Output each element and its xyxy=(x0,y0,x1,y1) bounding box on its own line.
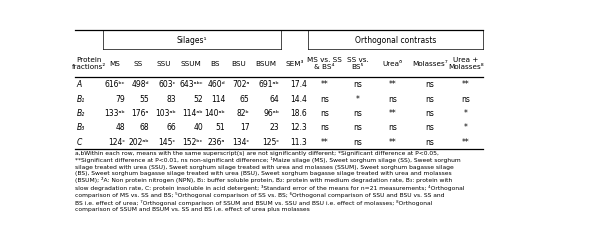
Text: 12.3: 12.3 xyxy=(290,123,307,132)
Text: ns: ns xyxy=(320,123,329,132)
Text: 23: 23 xyxy=(269,123,279,132)
Text: Silages¹: Silages¹ xyxy=(176,36,207,45)
Text: B₂: B₂ xyxy=(77,109,85,118)
Text: ns: ns xyxy=(461,94,470,103)
Text: 140ᵃᵇ: 140ᵃᵇ xyxy=(205,109,225,118)
Text: *: * xyxy=(464,109,468,118)
Text: 51: 51 xyxy=(215,123,225,132)
Text: 64: 64 xyxy=(269,94,279,103)
Text: 96ᵃᵇ: 96ᵃᵇ xyxy=(263,109,279,118)
Text: 40: 40 xyxy=(193,123,203,132)
Text: MS vs. SS
& BS⁴: MS vs. SS & BS⁴ xyxy=(307,57,342,70)
Text: 145ᶜ: 145ᶜ xyxy=(158,137,176,146)
Text: 691ᵃᵇ: 691ᵃᵇ xyxy=(259,80,279,89)
Text: BSU: BSU xyxy=(232,60,246,67)
Text: **: ** xyxy=(462,80,470,89)
Text: ns: ns xyxy=(425,123,434,132)
Text: ns: ns xyxy=(320,109,329,118)
Text: 79: 79 xyxy=(115,94,125,103)
Text: 133ᵃᵇ: 133ᵃᵇ xyxy=(104,109,125,118)
Text: 14.4: 14.4 xyxy=(290,94,307,103)
Text: SSU: SSU xyxy=(157,60,171,67)
Text: 236ᵃ: 236ᵃ xyxy=(208,137,225,146)
Text: 176ᵃ: 176ᵃ xyxy=(131,109,149,118)
Text: 68: 68 xyxy=(139,123,149,132)
Text: a,bWithin each row, means with the same superscript(s) are not significantly dif: a,bWithin each row, means with the same … xyxy=(75,150,464,211)
Text: 83: 83 xyxy=(166,94,176,103)
Text: 65: 65 xyxy=(239,94,250,103)
Text: 125ᶜ: 125ᶜ xyxy=(262,137,279,146)
Text: 134ᶜ: 134ᶜ xyxy=(232,137,250,146)
Text: 202ᵃᵇ: 202ᵃᵇ xyxy=(128,137,149,146)
Text: **: ** xyxy=(462,137,470,146)
Text: 66: 66 xyxy=(166,123,176,132)
Text: **: ** xyxy=(389,137,397,146)
Text: 114: 114 xyxy=(211,94,225,103)
Text: Urea +
Molasses⁸: Urea + Molasses⁸ xyxy=(448,57,484,70)
Text: ns: ns xyxy=(425,109,434,118)
Text: **: ** xyxy=(321,137,329,146)
Text: Orthogonal contrasts: Orthogonal contrasts xyxy=(355,36,437,45)
Text: 616ᵇᶜ: 616ᵇᶜ xyxy=(105,80,125,89)
Text: 152ᵇᶜ: 152ᵇᶜ xyxy=(182,137,203,146)
Text: 498ᵈ: 498ᵈ xyxy=(131,80,149,89)
Text: SSUM: SSUM xyxy=(181,60,201,67)
Text: BS: BS xyxy=(211,60,220,67)
Text: ns: ns xyxy=(353,137,362,146)
Text: A: A xyxy=(77,80,82,89)
Text: 17.4: 17.4 xyxy=(290,80,307,89)
Text: ns: ns xyxy=(425,94,434,103)
Text: ns: ns xyxy=(425,80,434,89)
Text: MS: MS xyxy=(109,60,120,67)
Text: ns: ns xyxy=(388,123,397,132)
Text: SEM³: SEM³ xyxy=(285,60,304,67)
Text: **: ** xyxy=(321,80,329,89)
Text: 82ᵇ: 82ᵇ xyxy=(236,109,250,118)
Text: ns: ns xyxy=(425,137,434,146)
Text: *: * xyxy=(464,123,468,132)
Text: 460ᵈ: 460ᵈ xyxy=(208,80,225,89)
Text: 114ᵃᵇ: 114ᵃᵇ xyxy=(182,109,203,118)
Text: 643ᵃᵇᶜ: 643ᵃᵇᶜ xyxy=(179,80,203,89)
Text: ns: ns xyxy=(388,94,397,103)
Text: **: ** xyxy=(389,80,397,89)
Text: ns: ns xyxy=(320,94,329,103)
Text: ns: ns xyxy=(353,123,362,132)
Text: 52: 52 xyxy=(193,94,203,103)
Text: **: ** xyxy=(389,109,397,118)
Text: Molasses⁷: Molasses⁷ xyxy=(412,60,448,67)
Text: SS: SS xyxy=(134,60,143,67)
Text: Protein
fractions²: Protein fractions² xyxy=(72,57,106,70)
Text: ns: ns xyxy=(353,80,362,89)
Text: ns: ns xyxy=(353,109,362,118)
Text: 603ᶜ: 603ᶜ xyxy=(158,80,176,89)
Text: C: C xyxy=(77,137,82,146)
Text: 55: 55 xyxy=(139,94,149,103)
Text: 17: 17 xyxy=(240,123,250,132)
Text: Urea⁶: Urea⁶ xyxy=(383,60,403,67)
Text: 702ᵃ: 702ᵃ xyxy=(232,80,250,89)
Text: 48: 48 xyxy=(116,123,125,132)
Text: B₁: B₁ xyxy=(77,94,85,103)
Text: SS vs.
BS⁵: SS vs. BS⁵ xyxy=(347,57,368,70)
Text: *: * xyxy=(356,94,359,103)
Text: 124ᶜ: 124ᶜ xyxy=(108,137,125,146)
Text: BSUM: BSUM xyxy=(255,60,276,67)
Text: 11.3: 11.3 xyxy=(290,137,307,146)
Text: 103ᵃᵇ: 103ᵃᵇ xyxy=(155,109,176,118)
Text: B₃: B₃ xyxy=(77,123,85,132)
Text: 18.6: 18.6 xyxy=(290,109,307,118)
